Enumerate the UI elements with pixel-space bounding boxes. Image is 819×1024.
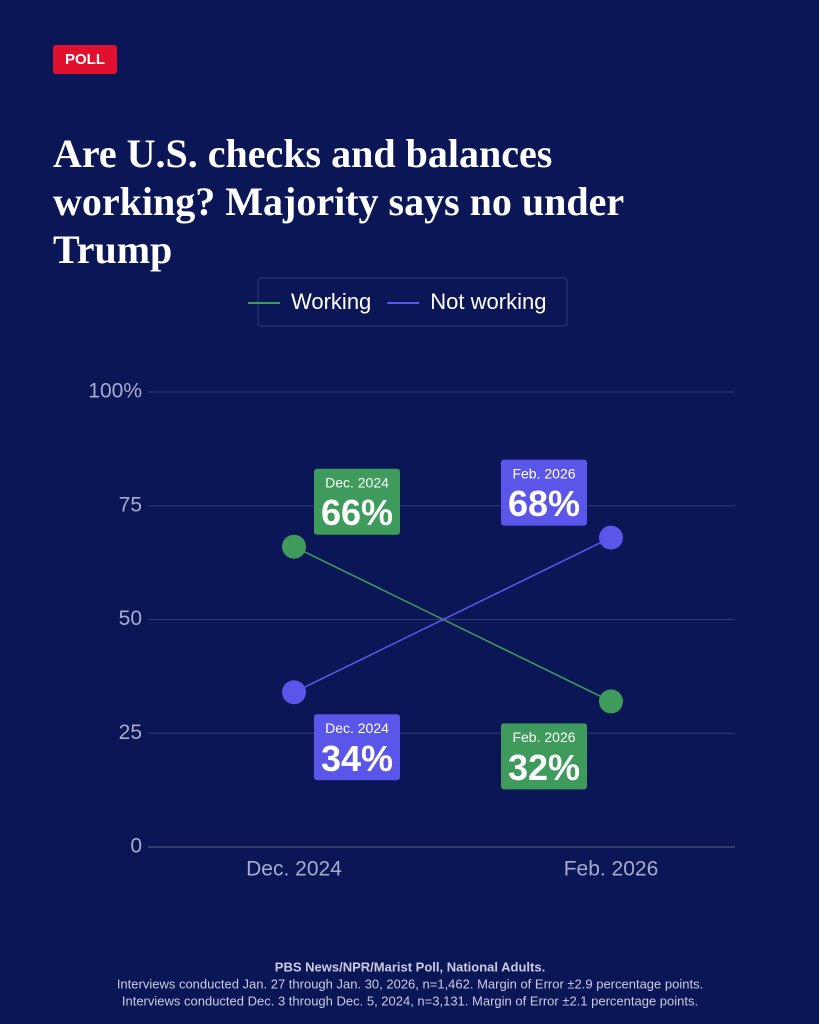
y-tick-label: 75: [119, 493, 142, 516]
label-box: [314, 468, 400, 535]
series-line: [293, 536, 612, 693]
value-label: 32%: [508, 747, 580, 788]
y-tick-label: 0: [130, 835, 142, 858]
y-tick-label: 25: [119, 721, 142, 744]
label-box: [501, 459, 587, 526]
legend-label: Working: [291, 289, 371, 314]
source-note: Interviews conducted Jan. 27 through Jan…: [117, 976, 703, 991]
value-label: 66%: [321, 492, 393, 533]
chart-title: Are U.S. checks and balances working? Ma…: [53, 131, 624, 272]
label-category: Dec. 2024: [325, 720, 389, 736]
data-point: [282, 534, 306, 559]
label-category: Feb. 2026: [512, 729, 575, 745]
x-tick-label: Dec. 2024: [246, 858, 342, 881]
source-note: Interviews conducted Dec. 3 through Dec.…: [122, 993, 698, 1008]
label-box: [501, 723, 587, 790]
label-category: Dec. 2024: [325, 474, 389, 490]
source-note: PBS News/NPR/Marist Poll, National Adult…: [275, 959, 545, 974]
value-label: 68%: [508, 483, 580, 524]
y-tick-label: 100%: [88, 380, 142, 403]
data-point: [599, 689, 623, 714]
label-box: [314, 714, 400, 781]
label-category: Feb. 2026: [512, 465, 575, 481]
x-tick-label: Feb. 2026: [564, 858, 659, 881]
poll-badge: POLL: [53, 45, 117, 74]
data-point: [599, 525, 623, 550]
legend-label: Not working: [430, 289, 546, 314]
y-tick-label: 50: [119, 607, 142, 630]
series-line: [293, 546, 612, 703]
value-label: 34%: [321, 738, 393, 779]
data-point: [282, 680, 306, 705]
